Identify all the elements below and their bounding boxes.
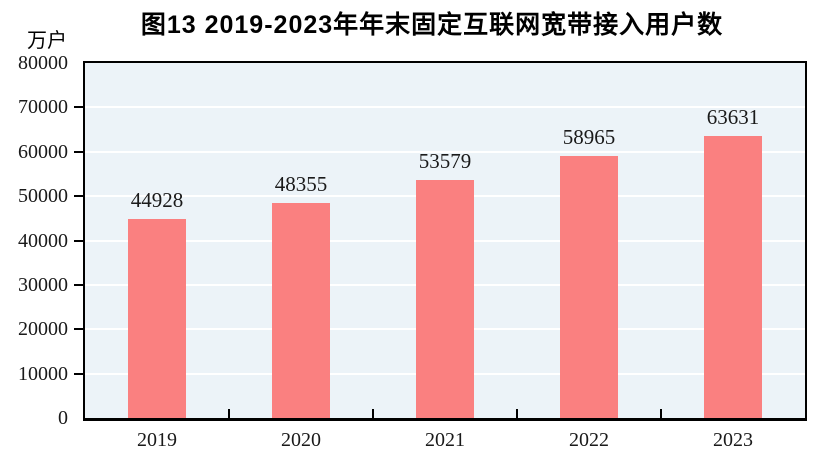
y-axis-tick-label: 0 xyxy=(58,407,68,429)
bar-2021 xyxy=(416,180,474,418)
bar-value-label: 48355 xyxy=(274,172,328,197)
y-axis-tick xyxy=(74,283,83,286)
x-axis-tick xyxy=(372,409,374,418)
y-axis-tick xyxy=(74,328,83,331)
gridline xyxy=(85,150,805,153)
bar-value-label: 58965 xyxy=(562,125,616,150)
bar-2019 xyxy=(128,218,186,418)
y-axis-tick xyxy=(74,372,83,375)
x-axis-tick-label: 2021 xyxy=(425,429,465,451)
chart-title: 图13 2019-2023年年末固定互联网宽带接入用户数 xyxy=(140,11,724,39)
bar-value-label: 63631 xyxy=(706,104,760,129)
y-axis-tick-label: 10000 xyxy=(18,362,68,385)
y-axis-tick-label: 40000 xyxy=(18,229,68,252)
bar-2023 xyxy=(704,135,762,418)
y-axis-unit-label: 万户 xyxy=(27,30,67,52)
x-axis-tick-label: 2022 xyxy=(569,429,609,451)
x-axis-tick-label: 2019 xyxy=(137,429,177,451)
bar-value-label: 53579 xyxy=(418,149,472,174)
x-axis-tick-label: 2020 xyxy=(281,429,321,451)
plot-area: 44928 48355 53579 58965 63631 xyxy=(83,61,807,421)
x-axis-tick-label: 2023 xyxy=(713,429,753,451)
gridline xyxy=(85,106,805,109)
bar-2020 xyxy=(272,203,330,418)
y-axis-tick-label: 30000 xyxy=(18,273,68,296)
bar-2022 xyxy=(560,156,618,418)
bar-value-label: 44928 xyxy=(130,187,184,212)
y-axis-tick-label: 20000 xyxy=(18,318,68,341)
y-axis-tick-label: 60000 xyxy=(18,140,68,163)
y-axis-tick xyxy=(74,239,83,242)
x-axis-tick xyxy=(660,409,662,418)
y-axis-tick-label: 50000 xyxy=(18,185,68,208)
y-axis-tick xyxy=(74,106,83,109)
y-axis-tick xyxy=(74,150,83,153)
x-axis-tick xyxy=(516,409,518,418)
y-axis-tick xyxy=(74,195,83,198)
y-axis-tick-label: 80000 xyxy=(18,52,68,74)
y-axis-tick-label: 70000 xyxy=(18,96,68,119)
x-axis-tick xyxy=(228,409,230,418)
